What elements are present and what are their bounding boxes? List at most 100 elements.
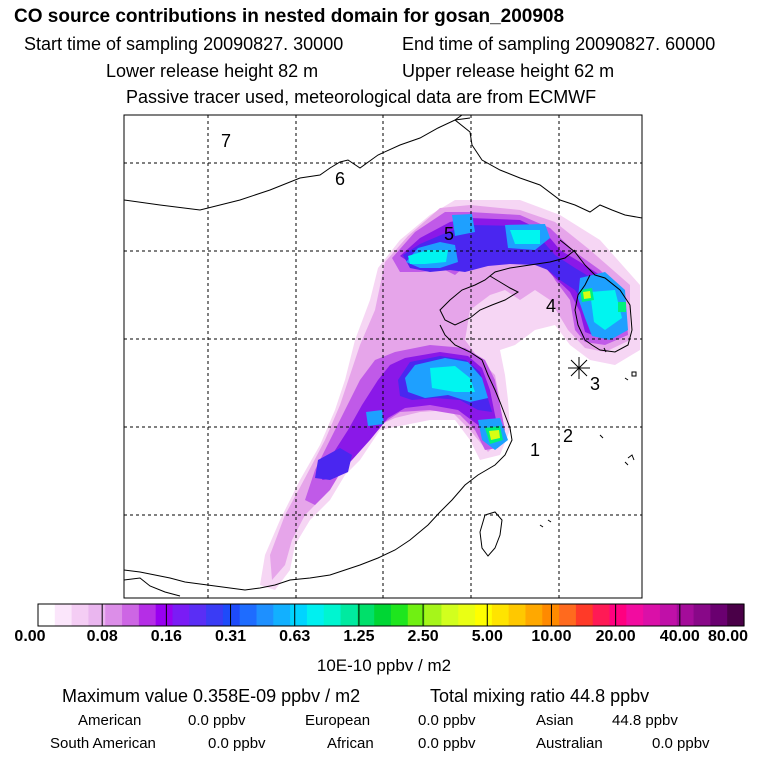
colorbar-swatch <box>626 604 644 626</box>
map-frame <box>123 114 643 599</box>
region-name-asian: Asian <box>536 712 574 729</box>
colorbar-label: 5.00 <box>471 628 503 645</box>
maximum-value: Maximum value 0.358E-09 ppbv / m2 <box>62 686 361 706</box>
station-label-1: 1 <box>530 440 541 460</box>
region-name-south-american: South American <box>50 735 156 752</box>
colorbar-swatch <box>659 604 678 626</box>
colorbar-label: 1.25 <box>343 628 375 645</box>
islet-8 <box>603 347 607 353</box>
plume-yellow-2 <box>583 291 591 299</box>
station-label-4: 4 <box>546 296 557 316</box>
colorbar-swatch <box>525 604 543 626</box>
colorbar-swatch <box>306 604 325 626</box>
islet-5 <box>599 434 604 439</box>
plume-cyan <box>408 250 448 264</box>
station-label-5: 5 <box>444 224 455 244</box>
islet-1 <box>631 371 637 377</box>
colorbar-swatch <box>206 604 224 626</box>
colorbar-label: 2.50 <box>407 628 439 645</box>
plume-blue-west <box>315 448 352 480</box>
plume-cyan-4 <box>430 366 475 392</box>
map-panel <box>124 115 642 598</box>
grid-lines <box>124 115 642 598</box>
colorbar-swatch <box>256 604 274 626</box>
colorbar-swatch <box>323 604 342 626</box>
colorbar-swatch <box>710 604 728 626</box>
border-ne-2 <box>454 115 463 121</box>
colorbar-label: 20.00 <box>595 628 636 645</box>
station-label-3: 3 <box>590 374 601 394</box>
region-value-australian: 0.0 ppbv <box>652 735 710 752</box>
colorbar-swatch <box>189 604 207 626</box>
china-east-coast <box>124 324 513 591</box>
colorbar-label: 0.00 <box>14 628 46 645</box>
colorbar-swatch <box>391 604 409 626</box>
end-time-label: End time of sampling 20090827. 60000 <box>402 34 716 54</box>
islet-7 <box>547 519 552 523</box>
islet-2 <box>624 377 629 381</box>
region-name-african: African <box>327 735 374 752</box>
colorbar-swatch <box>458 604 476 626</box>
station-label-6: 6 <box>335 169 346 189</box>
colorbar-swatch <box>491 604 510 626</box>
colorbar-swatch <box>407 604 426 626</box>
plume-cyan-3 <box>590 290 622 330</box>
colorbar-swatch <box>676 604 695 626</box>
station-label-2: 2 <box>563 426 574 446</box>
colorbar-swatch <box>122 604 140 626</box>
colorbar-label: 0.31 <box>214 628 247 645</box>
colorbar-swatch <box>441 604 459 626</box>
plume-skyblue-3 <box>452 214 475 236</box>
colorbar-swatch <box>155 604 174 626</box>
colorbar-label: 10.00 <box>531 628 572 645</box>
colorbar-swatch <box>424 604 443 626</box>
plume-yellow <box>489 430 500 440</box>
korea-coast <box>574 264 633 353</box>
colorbar-label: 40.00 <box>659 628 700 645</box>
region-name-american: American <box>78 712 142 729</box>
region-value-asian: 44.8 ppbv <box>612 712 678 729</box>
border-north <box>124 117 471 211</box>
colorbar-swatch <box>475 604 493 626</box>
colorbar-swatch <box>290 604 308 626</box>
colorbar-label: 0.63 <box>279 628 311 645</box>
total-mixing-ratio: Total mixing ratio 44.8 ppbv <box>430 686 650 706</box>
islet-4 <box>624 461 629 466</box>
colorbar-swatch <box>273 604 291 626</box>
colorbar-swatch <box>693 604 711 626</box>
region-value-european: 0.0 ppbv <box>418 712 476 729</box>
colorbar <box>37 603 745 627</box>
border-korea-n <box>559 239 586 266</box>
plot-title: CO source contributions in nested domain… <box>14 6 565 27</box>
colorbar-swatch <box>508 604 527 626</box>
plume-skyblue-6 <box>366 410 384 426</box>
plume-blue <box>403 225 618 334</box>
colorbar-swatch <box>54 604 73 626</box>
colorbar-swatch <box>138 604 157 626</box>
colorbar-swatch <box>575 604 594 626</box>
lower-release-label: Lower release height 82 m <box>106 61 319 81</box>
border-south <box>124 577 181 597</box>
colorbar-swatch <box>340 604 358 626</box>
coastlines <box>124 115 642 597</box>
colorbar-swatch <box>727 604 745 626</box>
colorbar-swatch <box>357 604 375 626</box>
region-value-african: 0.0 ppbv <box>418 735 476 752</box>
colorbar-swatch <box>643 604 661 626</box>
receptor-asterisk-icon <box>568 357 590 379</box>
plume-cyan-2 <box>510 230 540 244</box>
colorbar-swatch <box>71 604 90 626</box>
colorbar-swatch <box>592 604 611 626</box>
upper-release-label: Upper release height 62 m <box>402 61 615 81</box>
start-time-label: Start time of sampling 20090827. 30000 <box>24 34 344 54</box>
concentration-plume <box>260 200 640 590</box>
colorbar-swatch <box>105 604 123 626</box>
region-name-australian: Australian <box>536 735 603 752</box>
colorbar-swatch <box>88 604 106 626</box>
colorbar-swatch <box>239 604 258 626</box>
region-value-american: 0.0 ppbv <box>188 712 246 729</box>
colorbar-label: 0.08 <box>86 628 118 645</box>
islet-3 <box>627 454 635 461</box>
colorbar-swatch <box>172 604 190 626</box>
